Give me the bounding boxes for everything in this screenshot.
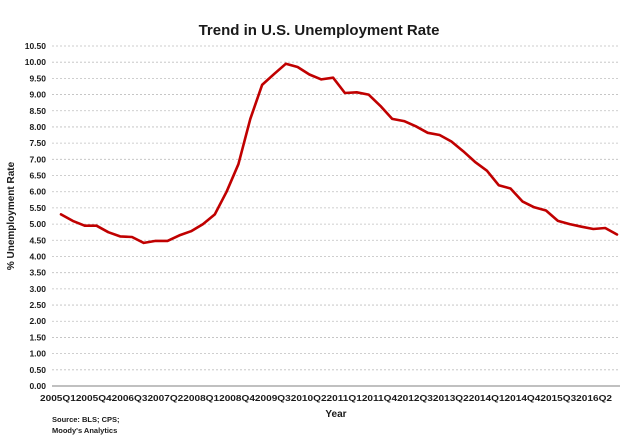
data-point <box>154 239 157 242</box>
y-tick-label: 10.00 <box>25 57 47 67</box>
series-line <box>59 62 619 245</box>
y-tick-label: 1.50 <box>29 332 46 342</box>
data-point <box>521 200 524 203</box>
data-point <box>60 213 62 216</box>
y-tick-label: 9.00 <box>29 90 46 100</box>
y-tick-label: 2.00 <box>29 316 46 326</box>
y-tick-label: 5.00 <box>29 219 46 229</box>
grid-lines <box>52 45 620 371</box>
data-point <box>284 62 287 65</box>
data-point <box>261 83 264 86</box>
data-point <box>119 235 122 238</box>
data-point <box>83 224 86 227</box>
data-point <box>272 73 275 76</box>
data-point <box>497 184 500 187</box>
data-point <box>556 219 559 222</box>
data-point <box>201 223 204 226</box>
y-tick-label: 7.00 <box>29 154 46 164</box>
data-point <box>450 140 453 143</box>
y-tick-label: 3.50 <box>29 268 46 278</box>
data-point <box>533 206 536 209</box>
data-point <box>580 225 583 228</box>
data-point <box>213 213 216 216</box>
data-point <box>403 120 406 123</box>
y-tick-label: 6.00 <box>29 187 46 197</box>
y-axis-label: % Unemployment Rate <box>6 161 17 270</box>
data-point <box>414 125 417 128</box>
data-point <box>225 190 228 193</box>
chart-title: Trend in U.S. Unemployment Rate <box>199 22 440 39</box>
data-point <box>166 239 169 242</box>
data-point <box>568 223 571 226</box>
y-tick-label: 8.00 <box>29 122 46 132</box>
data-point <box>107 231 110 234</box>
y-tick-label: 10.50 <box>25 41 47 51</box>
data-point <box>178 234 181 237</box>
data-point <box>332 76 335 79</box>
y-tick-label: 0.00 <box>29 381 46 391</box>
y-tick-label: 6.50 <box>29 171 46 181</box>
data-point <box>391 117 394 120</box>
data-point <box>296 66 299 69</box>
data-point <box>308 73 311 76</box>
data-point <box>438 134 441 137</box>
data-point <box>616 233 618 236</box>
data-point <box>379 104 382 107</box>
data-point <box>462 150 465 153</box>
data-point <box>474 160 477 163</box>
y-tick-labels: 0.00 0.50 1.00 1.50 2.00 2.50 3.00 3.50 4.00 4.50… <box>25 41 47 391</box>
data-point <box>485 169 488 172</box>
y-tick-label: 9.50 <box>29 73 46 83</box>
data-point <box>426 131 429 134</box>
data-point <box>190 230 193 233</box>
data-point <box>343 91 346 94</box>
unemployment-rate-line <box>59 62 619 245</box>
y-tick-label: 3.00 <box>29 284 46 294</box>
data-point <box>142 241 145 244</box>
data-point <box>130 236 133 239</box>
y-tick-label: 4.00 <box>29 251 46 261</box>
y-tick-label: 8.50 <box>29 106 46 116</box>
data-point <box>249 117 252 120</box>
data-point <box>509 187 512 190</box>
source-line-1: Source: BLS; CPS; <box>52 415 120 424</box>
data-point <box>355 91 358 94</box>
y-tick-label: 1.00 <box>29 349 46 359</box>
y-tick-label: 0.50 <box>29 365 46 375</box>
data-point <box>320 78 323 81</box>
data-point <box>604 226 607 229</box>
data-point <box>95 224 98 227</box>
y-tick-label: 7.50 <box>29 138 46 148</box>
data-point <box>367 93 370 96</box>
data-point <box>71 219 74 222</box>
data-point <box>592 227 595 230</box>
y-tick-label: 4.50 <box>29 235 46 245</box>
y-tick-label: 2.50 <box>29 300 46 310</box>
data-point <box>237 163 240 166</box>
source-line-2: Moody's Analytics <box>52 426 117 435</box>
data-point <box>545 209 548 212</box>
y-tick-label: 5.50 <box>29 203 46 213</box>
x-axis-label: Year <box>325 409 346 420</box>
x-tick-labels: 2005Q12005Q42006Q32007Q22008Q12008Q42009… <box>40 393 612 403</box>
